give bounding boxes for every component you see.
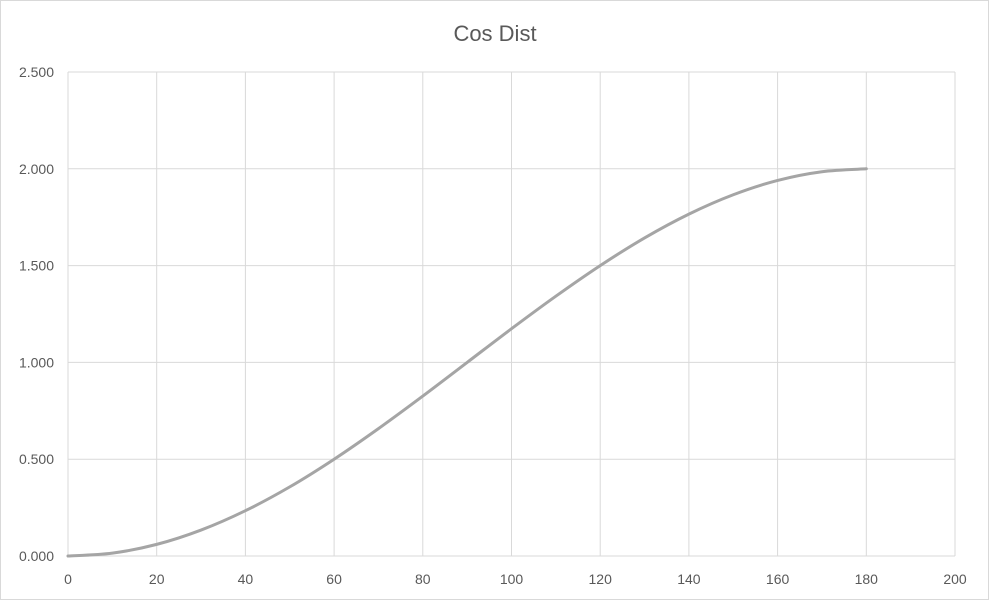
y-tick-label: 2.000 xyxy=(19,161,54,177)
x-tick-label: 60 xyxy=(326,571,342,587)
x-tick-label: 100 xyxy=(500,571,524,587)
y-tick-label: 2.500 xyxy=(19,64,54,80)
gridlines xyxy=(67,71,956,557)
y-tick-label: 0.000 xyxy=(19,548,54,564)
x-tick-label: 0 xyxy=(64,571,72,587)
y-tick-label: 0.500 xyxy=(19,451,54,467)
x-tick-label: 140 xyxy=(677,571,701,587)
x-tick-label: 180 xyxy=(855,571,879,587)
x-tick-label: 40 xyxy=(238,571,254,587)
y-axis-ticks: 0.000 0.500 1.000 1.500 2.000 2.500 xyxy=(19,64,54,564)
x-tick-label: 200 xyxy=(943,571,967,587)
y-tick-label: 1.000 xyxy=(19,354,54,370)
x-tick-label: 80 xyxy=(415,571,431,587)
x-tick-label: 120 xyxy=(589,571,613,587)
x-tick-label: 160 xyxy=(766,571,790,587)
series-lines xyxy=(66,167,868,558)
x-tick-label: 20 xyxy=(149,571,165,587)
x-axis-ticks: 0 20 40 60 80 100 120 140 160 180 200 xyxy=(64,571,967,587)
series-line xyxy=(66,167,868,558)
chart-title: Cos Dist xyxy=(453,21,536,46)
y-tick-label: 1.500 xyxy=(19,258,54,274)
